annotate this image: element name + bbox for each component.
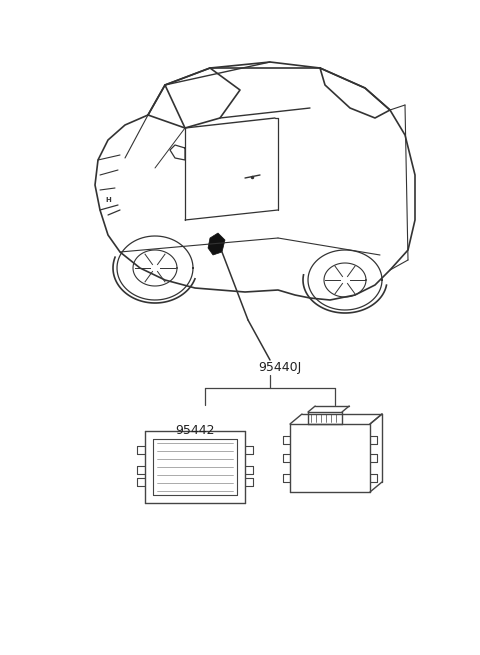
Text: 95442: 95442 [175,424,215,436]
Text: H: H [105,197,111,203]
Text: 95440J: 95440J [258,362,301,375]
Polygon shape [208,233,225,255]
